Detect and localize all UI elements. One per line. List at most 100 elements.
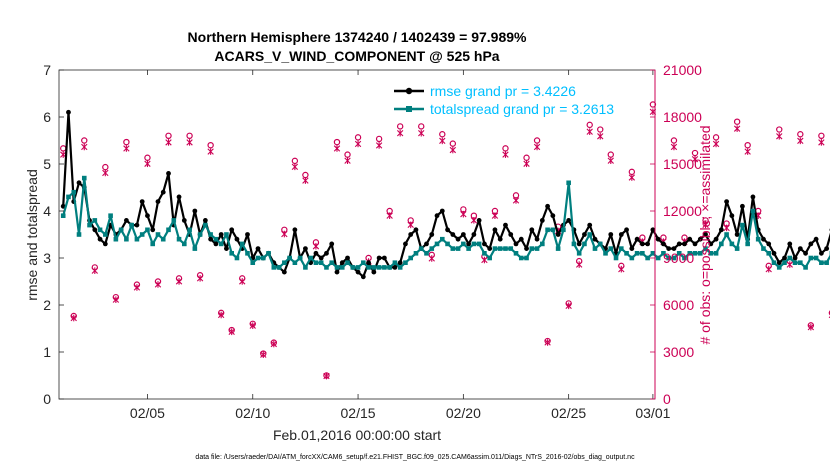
totalspread-point xyxy=(708,251,714,256)
totalspread-point xyxy=(487,255,492,261)
totalspread-point xyxy=(150,241,156,247)
obs-possible-point xyxy=(712,134,720,141)
rmse-point xyxy=(424,241,429,247)
totalspread-point xyxy=(529,246,535,251)
obs-assimilated-point xyxy=(123,145,130,152)
totalspread-point xyxy=(808,255,814,261)
totalspread-point xyxy=(445,241,450,247)
obs-assimilated-point xyxy=(807,323,815,331)
right-tick-label: 12000 xyxy=(663,203,702,219)
rmse-point xyxy=(624,227,629,233)
rmse-point xyxy=(550,213,556,219)
obs-assimilated-point xyxy=(481,256,488,264)
totalspread-point xyxy=(555,246,561,251)
totalspread-line xyxy=(62,177,830,269)
right-tick-label: 6000 xyxy=(663,297,694,313)
rmse-point xyxy=(139,199,145,205)
obs-assimilated-point xyxy=(102,169,109,177)
totalspread-point xyxy=(260,255,266,261)
totalspread-point xyxy=(408,255,414,261)
rmse-point xyxy=(202,218,208,223)
rmse-point xyxy=(471,232,477,237)
rmse-point xyxy=(466,241,472,247)
rmse-point xyxy=(313,250,319,256)
rmse-point xyxy=(497,236,503,242)
rmse-point xyxy=(487,246,493,252)
rmse-point xyxy=(134,222,140,228)
totalspread-point xyxy=(629,255,635,261)
totalspread-point xyxy=(745,241,750,247)
rmse-point xyxy=(534,236,540,242)
totalspread-point xyxy=(187,227,192,233)
rmse-point xyxy=(476,218,482,223)
totalspread-point xyxy=(571,241,577,247)
totalspread-point xyxy=(787,255,793,261)
totalspread-point xyxy=(755,236,761,242)
rmse-point xyxy=(687,236,693,242)
obs-assimilated-point xyxy=(249,322,256,329)
rmse-point xyxy=(639,241,645,247)
totalspread-point xyxy=(329,260,335,265)
rmse-point xyxy=(145,213,150,219)
obs-possible-point xyxy=(291,157,299,165)
rmse-point xyxy=(176,194,182,200)
left-tick-label: 3 xyxy=(43,250,51,266)
totalspread-point xyxy=(287,255,292,261)
rmse-point xyxy=(566,218,572,223)
totalspread-point xyxy=(350,265,356,270)
rmse-point xyxy=(576,241,582,247)
totalspread-point xyxy=(366,265,371,270)
totalspread-point xyxy=(60,213,66,218)
totalspread-point xyxy=(766,251,772,256)
rmse-point xyxy=(692,241,698,247)
obs-possible-point xyxy=(533,137,541,144)
totalspread-point xyxy=(318,260,324,265)
totalspread-point xyxy=(87,222,92,228)
obs-assimilated-point xyxy=(575,261,583,268)
rmse-point xyxy=(776,260,782,266)
rmse-point xyxy=(645,241,651,247)
obs-assimilated-point xyxy=(354,140,362,148)
rmse-point xyxy=(160,189,166,195)
totalspread-point xyxy=(724,232,729,237)
rmse-point xyxy=(545,203,550,209)
rmse-point xyxy=(808,241,814,247)
totalspread-point xyxy=(218,241,224,247)
totalspread-point xyxy=(682,255,687,261)
totalspread-point xyxy=(345,260,350,265)
totalspread-point xyxy=(171,218,177,223)
obs-assimilated-point xyxy=(186,139,193,146)
rmse-point xyxy=(539,218,545,223)
obs-assimilated-point xyxy=(396,129,404,137)
totalspread-point xyxy=(397,265,403,270)
totalspread-point xyxy=(176,236,182,242)
rmse-point xyxy=(334,269,340,275)
obs-possible-point xyxy=(670,137,678,144)
rmse-point xyxy=(213,241,219,247)
rmse-point xyxy=(582,232,587,237)
obs-possible-point xyxy=(733,118,741,125)
rmse-point xyxy=(803,250,808,256)
left-tick-label: 5 xyxy=(43,156,51,172)
totalspread-point xyxy=(697,251,703,256)
totalspread-point xyxy=(324,265,329,270)
totalspread-point xyxy=(761,246,766,251)
rmse-point xyxy=(355,269,361,275)
rmse-point xyxy=(155,199,161,205)
totalspread-point xyxy=(687,251,693,256)
totalspread-point xyxy=(545,227,550,233)
rmse-point xyxy=(792,255,798,261)
obs-possible-point xyxy=(776,126,783,133)
totalspread-point xyxy=(497,246,503,251)
rmse-point xyxy=(608,232,614,237)
legend-spread-marker xyxy=(406,106,412,112)
totalspread-point xyxy=(613,255,619,261)
rmse-point xyxy=(750,194,756,200)
totalspread-point xyxy=(729,241,735,247)
totalspread-point xyxy=(597,241,603,247)
totalspread-point xyxy=(640,251,645,256)
obs-assimilated-point xyxy=(312,242,320,250)
totalspread-point xyxy=(518,255,524,261)
obs-assimilated-point xyxy=(270,340,278,348)
obs-possible-point xyxy=(375,135,383,143)
